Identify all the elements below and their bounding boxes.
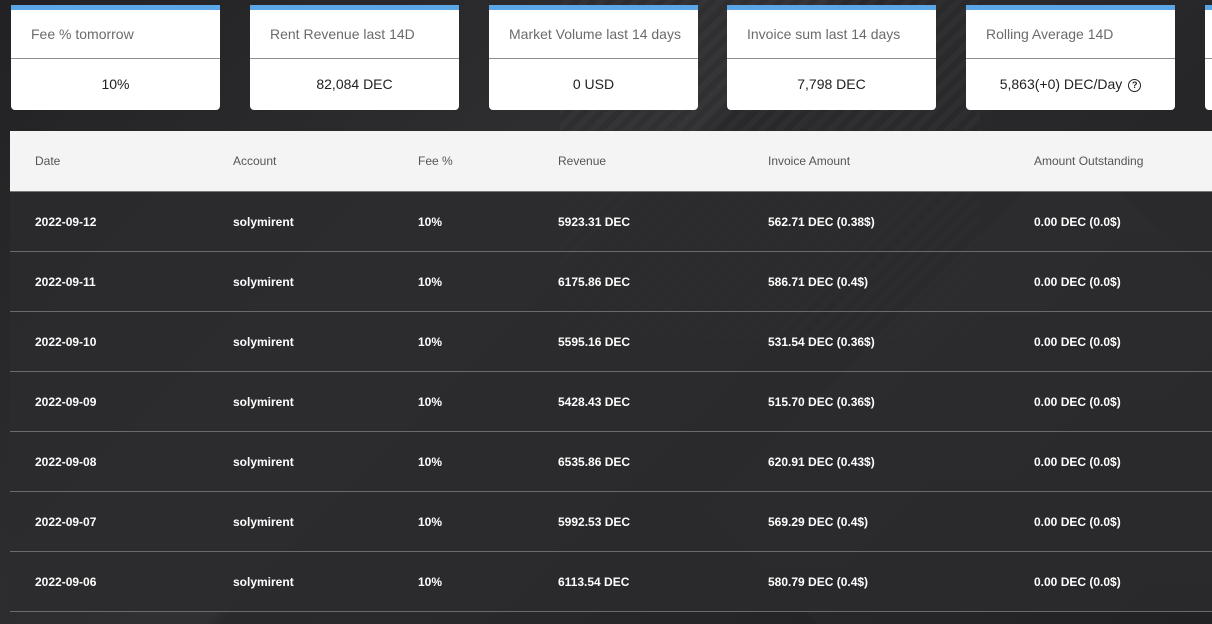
cell-outstanding: 0.00 DEC (0.0$): [1034, 551, 1212, 612]
cell-date: 2022-09-09: [10, 371, 233, 432]
cell-date: 2022-09-11: [10, 251, 233, 312]
cell-invoice: 531.54 DEC (0.36$): [768, 311, 1034, 372]
table-row: 2022-09-10 solymirent 10% 5595.16 DEC 53…: [10, 311, 1212, 372]
stat-card-value: 0 USD: [572, 76, 615, 92]
cell-account: solymirent: [233, 191, 418, 252]
cell-fee: 10%: [418, 311, 558, 372]
cell-fee: 10%: [418, 551, 558, 612]
column-header-outstanding[interactable]: Amount Outstanding: [1034, 131, 1212, 192]
column-header-date[interactable]: Date: [10, 131, 233, 192]
cell-revenue: 5923.31 DEC: [558, 191, 768, 252]
stat-card-rolling-average: Rolling Average 14D 5,863(+0) DEC/Day?: [966, 5, 1175, 110]
stat-card-fee-tomorrow: Fee % tomorrow 10%: [11, 5, 220, 110]
stat-card-value-text: 5,863(+0) DEC/Day: [999, 76, 1123, 92]
table-header-row: Date Account Fee % Revenue Invoice Amoun…: [10, 131, 1212, 192]
stat-card-market-volume: Market Volume last 14 days 0 USD: [489, 5, 698, 110]
table-body: 2022-09-12 solymirent 10% 5923.31 DEC 56…: [10, 191, 1212, 612]
table-row: 2022-09-06 solymirent 10% 6113.54 DEC 58…: [10, 551, 1212, 612]
cell-account: solymirent: [233, 431, 418, 492]
cell-fee: 10%: [418, 431, 558, 492]
table-header: Date Account Fee % Revenue Invoice Amoun…: [10, 131, 1212, 192]
stat-card-value: [1205, 59, 1212, 110]
invoice-table-container: Date Account Fee % Revenue Invoice Amoun…: [10, 131, 1212, 612]
cell-outstanding: 0.00 DEC (0.0$): [1034, 491, 1212, 552]
stat-card-title: Market Volume last 14 days: [489, 10, 698, 59]
cell-date: 2022-09-07: [10, 491, 233, 552]
cell-invoice: 515.70 DEC (0.36$): [768, 371, 1034, 432]
cell-invoice: 620.91 DEC (0.43$): [768, 431, 1034, 492]
stat-card-rent-revenue: Rent Revenue last 14D 82,084 DEC: [250, 5, 459, 110]
stat-card-title: [1205, 10, 1212, 59]
cell-account: solymirent: [233, 311, 418, 372]
question-circle-icon[interactable]: ?: [1128, 79, 1142, 92]
table-row: 2022-09-07 solymirent 10% 5992.53 DEC 56…: [10, 491, 1212, 552]
stat-card-value: 10%: [101, 76, 130, 92]
stat-card-title: Rent Revenue last 14D: [250, 10, 459, 59]
table-row: 2022-09-11 solymirent 10% 6175.86 DEC 58…: [10, 251, 1212, 312]
cell-revenue: 5992.53 DEC: [558, 491, 768, 552]
cell-outstanding: 0.00 DEC (0.0$): [1034, 191, 1212, 252]
cell-revenue: 5595.16 DEC: [558, 311, 768, 372]
cell-outstanding: 0.00 DEC (0.0$): [1034, 251, 1212, 312]
column-header-account[interactable]: Account: [233, 131, 418, 192]
column-header-revenue[interactable]: Revenue: [558, 131, 768, 192]
cell-fee: 10%: [418, 191, 558, 252]
table-row: 2022-09-12 solymirent 10% 5923.31 DEC 56…: [10, 191, 1212, 252]
cell-revenue: 5428.43 DEC: [558, 371, 768, 432]
cell-fee: 10%: [418, 371, 558, 432]
cell-invoice: 562.71 DEC (0.38$): [768, 191, 1034, 252]
cell-date: 2022-09-06: [10, 551, 233, 612]
stat-card-value: 5,863(+0) DEC/Day?: [966, 59, 1175, 110]
cell-date: 2022-09-08: [10, 431, 233, 492]
cell-invoice: 586.71 DEC (0.4$): [768, 251, 1034, 312]
cell-invoice: 580.79 DEC (0.4$): [768, 551, 1034, 612]
cell-account: solymirent: [233, 491, 418, 552]
cell-account: solymirent: [233, 371, 418, 432]
invoice-table: Date Account Fee % Revenue Invoice Amoun…: [10, 131, 1212, 612]
stat-card-value: 82,084 DEC: [316, 76, 393, 92]
stat-card-partial: [1205, 5, 1212, 110]
column-header-invoice[interactable]: Invoice Amount: [768, 131, 1034, 192]
cell-outstanding: 0.00 DEC (0.0$): [1034, 371, 1212, 432]
stat-card-title: Rolling Average 14D: [966, 10, 1175, 59]
cell-date: 2022-09-12: [10, 191, 233, 252]
stat-cards: Fee % tomorrow 10% Rent Revenue last 14D…: [11, 5, 1212, 110]
cell-fee: 10%: [418, 491, 558, 552]
cell-revenue: 6535.86 DEC: [558, 431, 768, 492]
cell-invoice: 569.29 DEC (0.4$): [768, 491, 1034, 552]
cell-date: 2022-09-10: [10, 311, 233, 372]
cell-fee: 10%: [418, 251, 558, 312]
cell-revenue: 6113.54 DEC: [558, 551, 768, 612]
column-header-fee[interactable]: Fee %: [418, 131, 558, 192]
cell-account: solymirent: [233, 251, 418, 312]
cell-revenue: 6175.86 DEC: [558, 251, 768, 312]
cell-outstanding: 0.00 DEC (0.0$): [1034, 431, 1212, 492]
stat-card-invoice-sum: Invoice sum last 14 days 7,798 DEC: [727, 5, 936, 110]
cell-outstanding: 0.00 DEC (0.0$): [1034, 311, 1212, 372]
table-row: 2022-09-09 solymirent 10% 5428.43 DEC 51…: [10, 371, 1212, 432]
table-row: 2022-09-08 solymirent 10% 6535.86 DEC 62…: [10, 431, 1212, 492]
stat-card-title: Fee % tomorrow: [11, 10, 220, 59]
stat-card-value: 7,798 DEC: [797, 76, 866, 92]
cell-account: solymirent: [233, 551, 418, 612]
stat-card-title: Invoice sum last 14 days: [727, 10, 936, 59]
